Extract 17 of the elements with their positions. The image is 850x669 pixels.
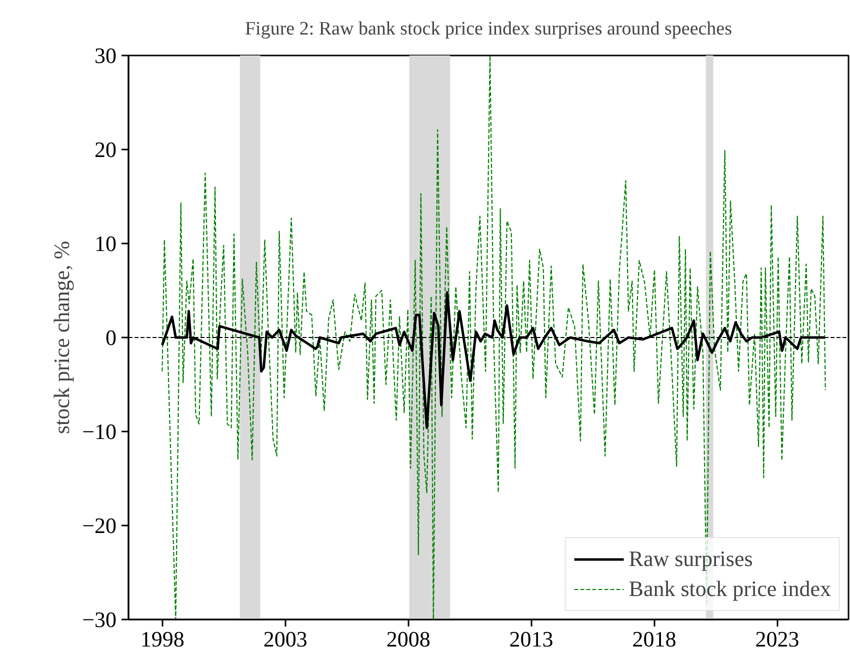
y-tick-label: 30 bbox=[94, 43, 116, 68]
legend-label: Bank stock price index bbox=[628, 576, 831, 602]
legend-label: Raw surprises bbox=[628, 546, 753, 572]
y-tick-label: 10 bbox=[94, 231, 116, 256]
y-tick-label: −10 bbox=[82, 419, 117, 444]
x-tick-label: 2018 bbox=[632, 626, 676, 652]
x-tick-label: 2013 bbox=[509, 626, 554, 652]
y-axis-title: stock price change, % bbox=[49, 240, 74, 434]
y-tick-label: −20 bbox=[82, 513, 117, 538]
y-tick-label: −30 bbox=[82, 607, 117, 632]
x-tick-label: 1998 bbox=[140, 626, 184, 652]
x-tick-label: 2008 bbox=[386, 626, 430, 652]
x-tick-label: 2003 bbox=[263, 626, 308, 652]
y-tick-label: 20 bbox=[94, 137, 116, 162]
y-tick-label: 0 bbox=[106, 325, 116, 350]
chart-title: Figure 2: Raw bank stock price index surprises around speeches bbox=[244, 18, 732, 40]
x-tick-label: 2023 bbox=[755, 626, 800, 652]
